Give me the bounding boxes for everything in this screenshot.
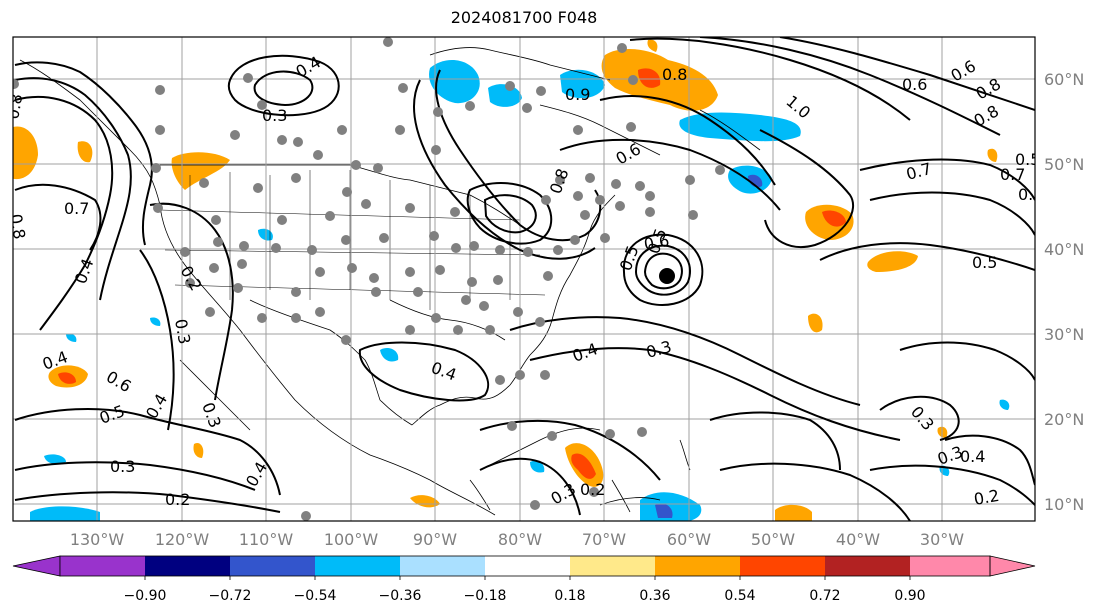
- lon-tick-label: 100°W: [324, 530, 379, 549]
- storm-center-marker: [659, 268, 675, 284]
- colorbar-bin: [315, 556, 400, 576]
- colorbar-tick-label: 0.90: [894, 588, 925, 604]
- colorbar-bin: [740, 556, 825, 576]
- lat-tick-label: 10°N: [1044, 495, 1084, 514]
- contour-label: 0.5: [972, 253, 997, 272]
- colorbar-bin: [145, 556, 230, 576]
- contour-label: 0.4: [960, 447, 985, 466]
- contour-label: 0.7: [64, 199, 89, 218]
- lon-tick-label: 30°W: [920, 530, 964, 549]
- colorbar-bin: [910, 556, 990, 576]
- colorbar-bin: [400, 556, 485, 576]
- colorbar-tick-label: −0.90: [124, 588, 167, 604]
- colorbar-tick-label: −0.54: [294, 588, 337, 604]
- colorbar-tick-label: 0.36: [639, 588, 670, 604]
- colorbar-bin: [60, 556, 145, 576]
- colorbar-bin: [485, 556, 570, 576]
- contour-label: 0.5: [1015, 150, 1040, 169]
- contour-label: 0.8: [3, 92, 26, 120]
- contour-label: 0.3: [171, 317, 194, 345]
- lon-tick-label: 110°W: [239, 530, 294, 549]
- lon-tick-label: 40°W: [836, 530, 880, 549]
- lat-tick-label: 20°N: [1044, 410, 1084, 429]
- lon-tick-label: 120°W: [155, 530, 210, 549]
- contour-label: 0.3: [110, 457, 135, 476]
- colorbar-tick-label: −0.72: [209, 588, 252, 604]
- contour-label: 0.6: [902, 75, 927, 94]
- contour-label: 0.3: [262, 106, 287, 125]
- contour-label: 0.8: [6, 212, 29, 240]
- contour-label: 0.6: [642, 231, 670, 254]
- map-title: 2024081700 F048: [450, 8, 598, 27]
- lon-tick-labels: 130°W 120°W 110°W 100°W 90°W 80°W 70°W 6…: [70, 530, 964, 549]
- contour-label: 0.7: [1018, 185, 1043, 204]
- lon-tick-label: 130°W: [70, 530, 125, 549]
- colorbar-tick-label: −0.36: [379, 588, 422, 604]
- lon-tick-label: 60°W: [667, 530, 711, 549]
- colorbar-bin: [825, 556, 910, 576]
- map-area: [13, 37, 1035, 521]
- map-border: [12, 36, 1036, 522]
- colorbar-tick-label: 0.18: [554, 588, 585, 604]
- colorbar-extend-low: [12, 555, 61, 577]
- colorbar-tick-label: 0.72: [809, 588, 840, 604]
- lat-tick-label: 60°N: [1044, 70, 1084, 89]
- lat-tick-label: 50°N: [1044, 155, 1084, 174]
- contour-label: 0.2: [165, 490, 190, 509]
- lat-tick-label: 30°N: [1044, 325, 1084, 344]
- colorbar-tick-label: −0.18: [464, 588, 507, 604]
- contour-lines: [14, 37, 1035, 521]
- colorbar: −0.90 −0.72 −0.54 −0.36 −0.18 0.18 0.36 …: [12, 555, 1036, 604]
- contour-label: 0.7: [1000, 165, 1025, 184]
- lon-tick-label: 70°W: [582, 530, 626, 549]
- colorbar-tick-label: 0.54: [724, 588, 755, 604]
- colorbar-bin: [570, 556, 655, 576]
- lat-tick-labels: 10°N 20°N 30°N 40°N 50°N 60°N: [1044, 70, 1084, 514]
- colorbar-bin: [230, 556, 315, 576]
- lon-tick-label: 90°W: [413, 530, 457, 549]
- contour-label: 0.9: [565, 85, 590, 104]
- contour-label: 0.8: [662, 65, 687, 84]
- observation-stations: [13, 37, 725, 521]
- lat-tick-label: 40°N: [1044, 240, 1084, 259]
- lon-tick-label: 80°W: [498, 530, 542, 549]
- contour-label: 0.2: [580, 480, 605, 499]
- lon-tick-label: 50°W: [751, 530, 795, 549]
- colorbar-extend-high: [989, 555, 1036, 577]
- anomaly-shading: [13, 39, 1010, 521]
- colorbar-bin: [655, 556, 740, 576]
- contour-label: 0.2: [972, 486, 1000, 509]
